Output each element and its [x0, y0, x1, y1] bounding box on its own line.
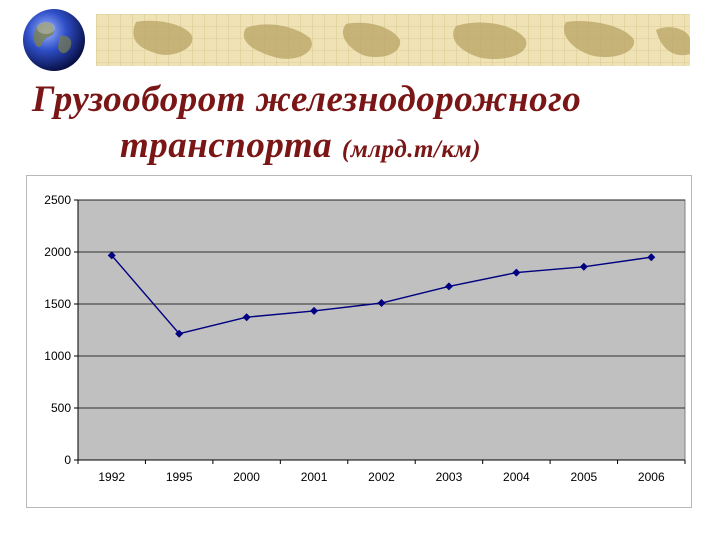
data-point [647, 253, 656, 262]
y-tick-label: 1500 [44, 297, 71, 311]
title-line-1: Грузооборот железнодорожного [32, 79, 582, 120]
x-tick-label: 2005 [570, 470, 597, 484]
data-point [310, 306, 319, 315]
map-banner [96, 14, 690, 66]
data-point [512, 268, 521, 277]
x-tick-label: 2003 [436, 470, 463, 484]
line-chart: 0 500 1000 1500 2000 2500 1992 1995 2000 2001 2002… [44, 193, 686, 484]
x-tick-label: 1995 [166, 470, 193, 484]
y-tick-label: 500 [51, 401, 71, 415]
x-tick-label: 2002 [368, 470, 395, 484]
y-tick-label: 2500 [44, 193, 71, 207]
x-tick-label: 2004 [503, 470, 530, 484]
data-point [242, 313, 251, 322]
globe-icon [23, 9, 85, 71]
title-line-2-text: транспорта [120, 125, 333, 166]
x-tick-label: 2006 [638, 470, 665, 484]
chart-frame: 0 500 1000 1500 2000 2500 1992 1995 2000 2001 2002… [26, 175, 692, 508]
data-point [579, 262, 588, 271]
y-tick-label: 1000 [44, 349, 71, 363]
x-tick-label: 2000 [233, 470, 260, 484]
data-point [175, 329, 184, 338]
plot-area [77, 199, 686, 461]
title-unit: (млрд.т/км) [341, 136, 481, 163]
y-tick-label: 2000 [44, 245, 71, 259]
data-point [444, 282, 453, 291]
world-map-pattern [96, 14, 690, 66]
x-tick-label: 2001 [301, 470, 328, 484]
x-tick-label: 1992 [98, 470, 125, 484]
y-tick-label: 0 [64, 453, 71, 467]
title-line-2: транспорта (млрд.т/км) [120, 124, 481, 167]
data-point [107, 251, 116, 260]
